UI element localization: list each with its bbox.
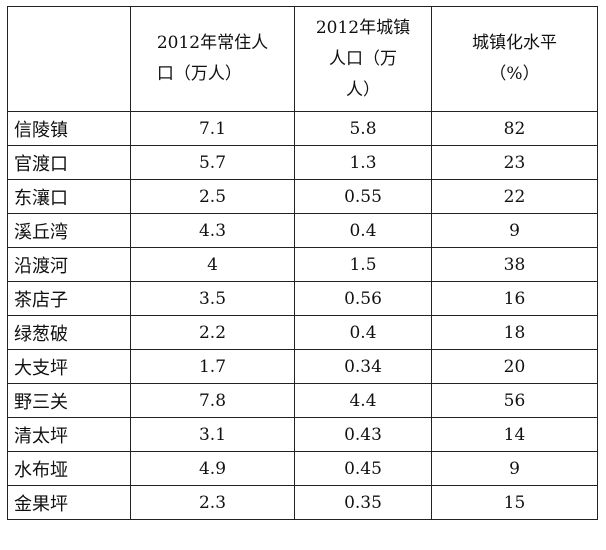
table-body: 信陵镇 7.1 5.8 82 官渡口 5.7 1.3 23 东瀼口 2.5 0.55 22 溪丘湾 4.3… (7, 111, 598, 520)
town-cell: 溪丘湾 (7, 213, 131, 248)
header-population-line2: 口（万人） (156, 64, 242, 84)
urban-population-cell: 0.56 (294, 281, 432, 316)
urban-population-cell: 1.3 (294, 145, 432, 180)
population-cell: 5.7 (130, 145, 295, 180)
header-urban-line1: 2012年城镇 (315, 17, 411, 38)
table-row: 沿渡河 4 1.5 38 (7, 247, 598, 282)
town-cell: 清太坪 (7, 417, 131, 452)
table-row: 溪丘湾 4.3 0.4 9 (7, 213, 598, 248)
population-cell: 7.8 (130, 383, 295, 418)
urban-population-cell: 0.4 (294, 213, 432, 248)
header-corner (7, 6, 131, 112)
town-cell: 信陵镇 (7, 111, 131, 146)
header-urban-line2: 人口（万 (328, 48, 397, 69)
urbanization-rate-cell: 23 (431, 145, 598, 180)
data-table-container: 2012年常住人 口（万人） 2012年城镇 人口（万 人） 城镇化水平 （%） (7, 6, 598, 520)
urban-population-cell: 0.43 (294, 417, 432, 452)
table-row: 东瀼口 2.5 0.55 22 (7, 179, 598, 214)
population-cell: 2.2 (130, 315, 295, 350)
population-cell: 4.3 (130, 213, 295, 248)
urban-population-cell: 1.5 (294, 247, 432, 282)
population-cell: 7.1 (130, 111, 295, 146)
table-row: 官渡口 5.7 1.3 23 (7, 145, 598, 180)
population-cell: 4.9 (130, 451, 295, 486)
town-cell: 大支坪 (7, 349, 131, 384)
table-row: 大支坪 1.7 0.34 20 (7, 349, 598, 384)
urbanization-rate-cell: 22 (431, 179, 598, 214)
urbanization-table: 2012年常住人 口（万人） 2012年城镇 人口（万 人） 城镇化水平 （%） (7, 6, 598, 520)
population-cell: 2.3 (130, 485, 295, 520)
population-cell: 2.5 (130, 179, 295, 214)
town-cell: 水布垭 (7, 451, 131, 486)
town-cell: 东瀼口 (7, 179, 131, 214)
urbanization-rate-cell: 9 (431, 213, 598, 248)
town-cell: 沿渡河 (7, 247, 131, 282)
town-cell: 野三关 (7, 383, 131, 418)
urbanization-rate-cell: 9 (431, 451, 598, 486)
urban-population-cell: 0.55 (294, 179, 432, 214)
urbanization-rate-cell: 15 (431, 485, 598, 520)
urban-population-cell: 0.35 (294, 485, 432, 520)
urbanization-rate-cell: 38 (431, 247, 598, 282)
urbanization-rate-cell: 56 (431, 383, 598, 418)
population-cell: 3.5 (130, 281, 295, 316)
town-cell: 金果坪 (7, 485, 131, 520)
table-row: 野三关 7.8 4.4 56 (7, 383, 598, 418)
urban-population-cell: 0.4 (294, 315, 432, 350)
urbanization-rate-cell: 82 (431, 111, 598, 146)
urbanization-rate-cell: 18 (431, 315, 598, 350)
table-row: 茶店子 3.5 0.56 16 (7, 281, 598, 316)
table-row: 信陵镇 7.1 5.8 82 (7, 111, 598, 146)
town-cell: 绿葱破 (7, 315, 131, 350)
table-row: 绿葱破 2.2 0.4 18 (7, 315, 598, 350)
town-cell: 官渡口 (7, 145, 131, 180)
population-cell: 3.1 (130, 417, 295, 452)
urban-population-cell: 0.45 (294, 451, 432, 486)
town-cell: 茶店子 (7, 281, 131, 316)
header-urban-population: 2012年城镇 人口（万 人） (294, 6, 432, 112)
header-urbanization-rate: 城镇化水平 （%） (431, 6, 598, 112)
table-row: 金果坪 2.3 0.35 15 (7, 485, 598, 520)
urbanization-rate-cell: 20 (431, 349, 598, 384)
urban-population-cell: 5.8 (294, 111, 432, 146)
header-population: 2012年常住人 口（万人） (130, 6, 295, 112)
table-row: 清太坪 3.1 0.43 14 (7, 417, 598, 452)
header-row: 2012年常住人 口（万人） 2012年城镇 人口（万 人） 城镇化水平 （%） (7, 6, 598, 112)
header-rate-line1: 城镇化水平 (472, 33, 557, 53)
table-row: 水布垭 4.9 0.45 9 (7, 451, 598, 486)
urban-population-cell: 4.4 (294, 383, 432, 418)
urban-population-cell: 0.34 (294, 349, 432, 384)
urbanization-rate-cell: 14 (431, 417, 598, 452)
header-rate-line2: （%） (489, 64, 540, 84)
header-urban-line3: 人） (345, 79, 380, 100)
header-population-line1: 2012年常住人 (156, 33, 269, 53)
urbanization-rate-cell: 16 (431, 281, 598, 316)
population-cell: 4 (130, 247, 295, 282)
population-cell: 1.7 (130, 349, 295, 384)
